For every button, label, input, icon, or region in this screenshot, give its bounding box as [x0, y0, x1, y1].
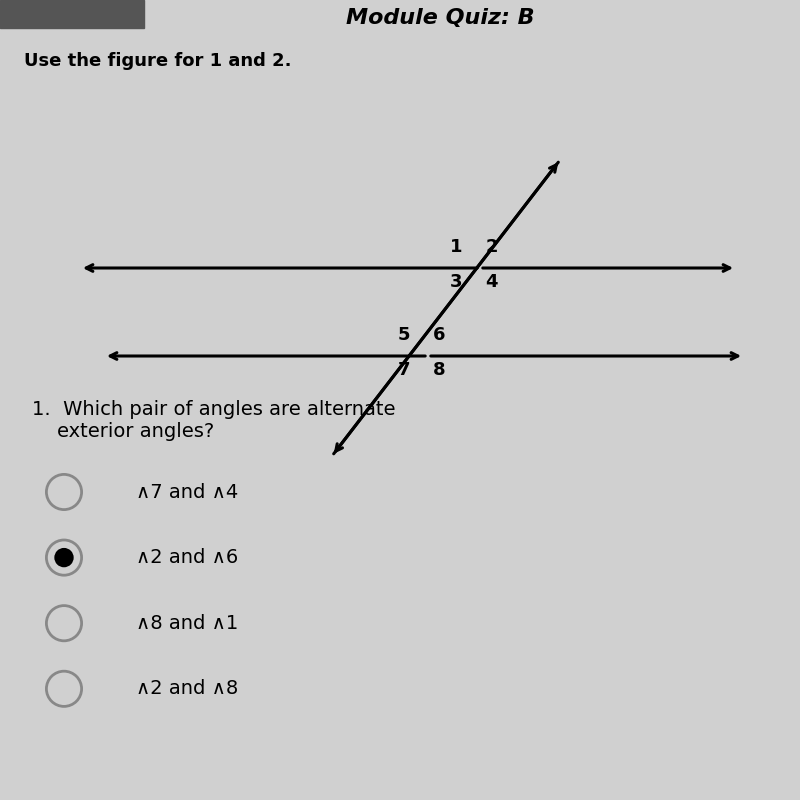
Text: 3: 3: [450, 274, 462, 291]
Text: 7: 7: [398, 362, 410, 379]
Text: 6: 6: [434, 326, 446, 344]
Text: 5: 5: [398, 326, 410, 344]
Circle shape: [54, 548, 74, 567]
Text: ∧7 and ∧4: ∧7 and ∧4: [136, 482, 238, 502]
Text: 2: 2: [486, 238, 498, 256]
Text: 1.  Which pair of angles are alternate
    exterior angles?: 1. Which pair of angles are alternate ex…: [32, 400, 395, 441]
Text: ∧2 and ∧8: ∧2 and ∧8: [136, 679, 238, 698]
Text: ∧2 and ∧6: ∧2 and ∧6: [136, 548, 238, 567]
Text: 4: 4: [486, 274, 498, 291]
Text: Use the figure for 1 and 2.: Use the figure for 1 and 2.: [24, 52, 291, 70]
Text: ∧8 and ∧1: ∧8 and ∧1: [136, 614, 238, 633]
Text: Module Quiz: B: Module Quiz: B: [346, 7, 534, 27]
Text: 1: 1: [450, 238, 462, 256]
Text: 8: 8: [434, 362, 446, 379]
Bar: [0, 0, 144, 28]
